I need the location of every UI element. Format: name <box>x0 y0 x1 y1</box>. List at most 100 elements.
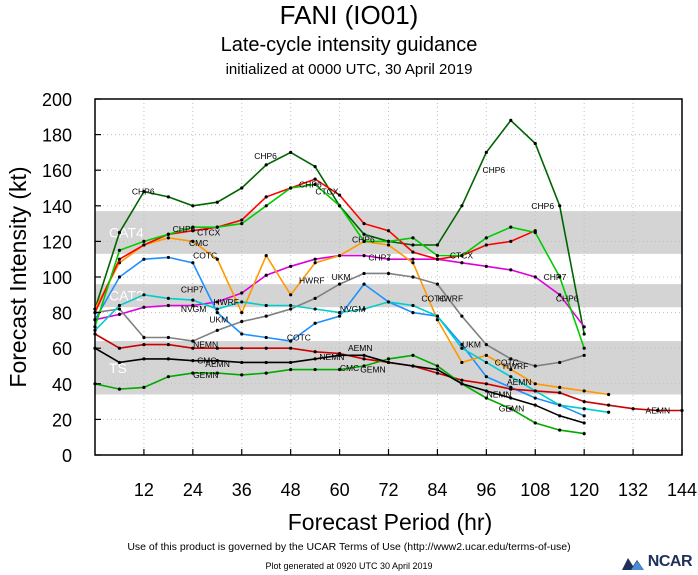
y-axis-label: Forecast Intensity (kt) <box>5 166 31 387</box>
data-point <box>215 359 219 363</box>
data-point <box>215 311 219 315</box>
data-point <box>582 407 586 411</box>
data-point <box>582 332 586 336</box>
data-point <box>533 389 537 393</box>
data-point <box>289 339 293 343</box>
data-point <box>411 275 415 279</box>
data-point <box>289 346 293 350</box>
data-point <box>435 364 440 368</box>
data-point <box>631 407 635 411</box>
model-label: NEMN <box>193 340 218 350</box>
model-label: CTCX <box>450 251 473 261</box>
data-point <box>460 254 464 258</box>
model-label: GEMN <box>193 370 219 380</box>
data-point <box>142 243 146 247</box>
data-point <box>582 346 586 350</box>
y-tick-label: 80 <box>52 304 72 324</box>
data-point <box>533 403 537 407</box>
data-point <box>558 275 562 279</box>
data-point <box>484 375 488 379</box>
data-point <box>117 303 122 308</box>
data-point <box>166 335 170 340</box>
data-point <box>215 371 219 375</box>
model-label: AEMN <box>205 359 230 369</box>
ncar-logo-text: NCAR <box>647 553 693 570</box>
data-point <box>313 165 317 169</box>
data-point <box>435 371 440 375</box>
data-point <box>240 218 244 222</box>
data-point <box>191 204 195 208</box>
data-point <box>313 321 317 325</box>
ncar-logo: NCAR <box>620 551 693 573</box>
data-point <box>509 407 513 411</box>
data-point <box>533 382 537 386</box>
data-point <box>117 257 122 261</box>
data-point <box>337 314 342 318</box>
data-point <box>558 403 562 407</box>
data-point <box>484 236 488 240</box>
x-tick-label: 60 <box>330 480 350 500</box>
model-label: HWRF <box>299 276 325 286</box>
model-label: COTC <box>495 357 519 367</box>
data-point <box>166 236 170 240</box>
data-point <box>558 428 562 432</box>
data-point <box>215 200 219 204</box>
data-point <box>264 371 268 375</box>
model-label: NVGM <box>181 304 207 314</box>
model-label: CHP6 <box>173 224 196 234</box>
data-point <box>240 291 244 295</box>
x-tick-label: 12 <box>134 480 154 500</box>
data-point <box>558 204 562 208</box>
model-label: CTCX <box>197 228 220 238</box>
model-label: UKM <box>209 315 228 325</box>
data-point <box>607 410 611 414</box>
data-point <box>166 195 170 199</box>
data-point <box>166 232 170 236</box>
data-point <box>117 387 122 391</box>
data-point <box>313 296 317 300</box>
band-label: CAT4 <box>109 225 144 241</box>
y-tick-label: 160 <box>42 161 72 181</box>
x-tick-label: 36 <box>232 480 252 500</box>
data-point <box>240 346 244 350</box>
data-point <box>191 346 195 350</box>
data-point <box>142 357 146 361</box>
data-point <box>582 325 586 329</box>
data-point <box>117 230 122 235</box>
data-point <box>264 273 268 277</box>
model-label: COTC <box>287 333 311 343</box>
data-point <box>435 318 440 322</box>
ncar-logo-icon <box>621 558 644 570</box>
band-label: CAT2 <box>109 288 144 304</box>
y-tick-label: 180 <box>42 126 72 146</box>
data-point <box>337 311 342 315</box>
data-point <box>509 118 513 122</box>
data-point <box>484 343 488 347</box>
data-point <box>215 257 219 261</box>
data-point <box>264 335 268 340</box>
data-point <box>289 360 293 365</box>
data-point <box>411 236 415 240</box>
data-point <box>582 353 586 357</box>
band-label: CAT5 <box>109 157 144 173</box>
data-point <box>533 275 537 279</box>
data-point <box>289 186 293 190</box>
model-label: HWRF <box>503 361 529 371</box>
data-point <box>411 353 415 357</box>
data-point <box>484 389 488 393</box>
model-label: CMC <box>340 363 359 373</box>
data-point <box>582 400 586 404</box>
data-point <box>264 195 268 199</box>
data-point <box>191 298 195 302</box>
data-point <box>484 150 488 154</box>
data-point <box>313 182 317 187</box>
data-point <box>411 364 415 368</box>
data-point <box>460 204 464 208</box>
data-point <box>117 312 122 316</box>
data-point <box>289 264 293 268</box>
data-point <box>460 382 464 386</box>
data-point <box>582 421 586 425</box>
data-point <box>191 229 195 233</box>
data-point <box>166 375 170 379</box>
data-point <box>215 328 219 332</box>
